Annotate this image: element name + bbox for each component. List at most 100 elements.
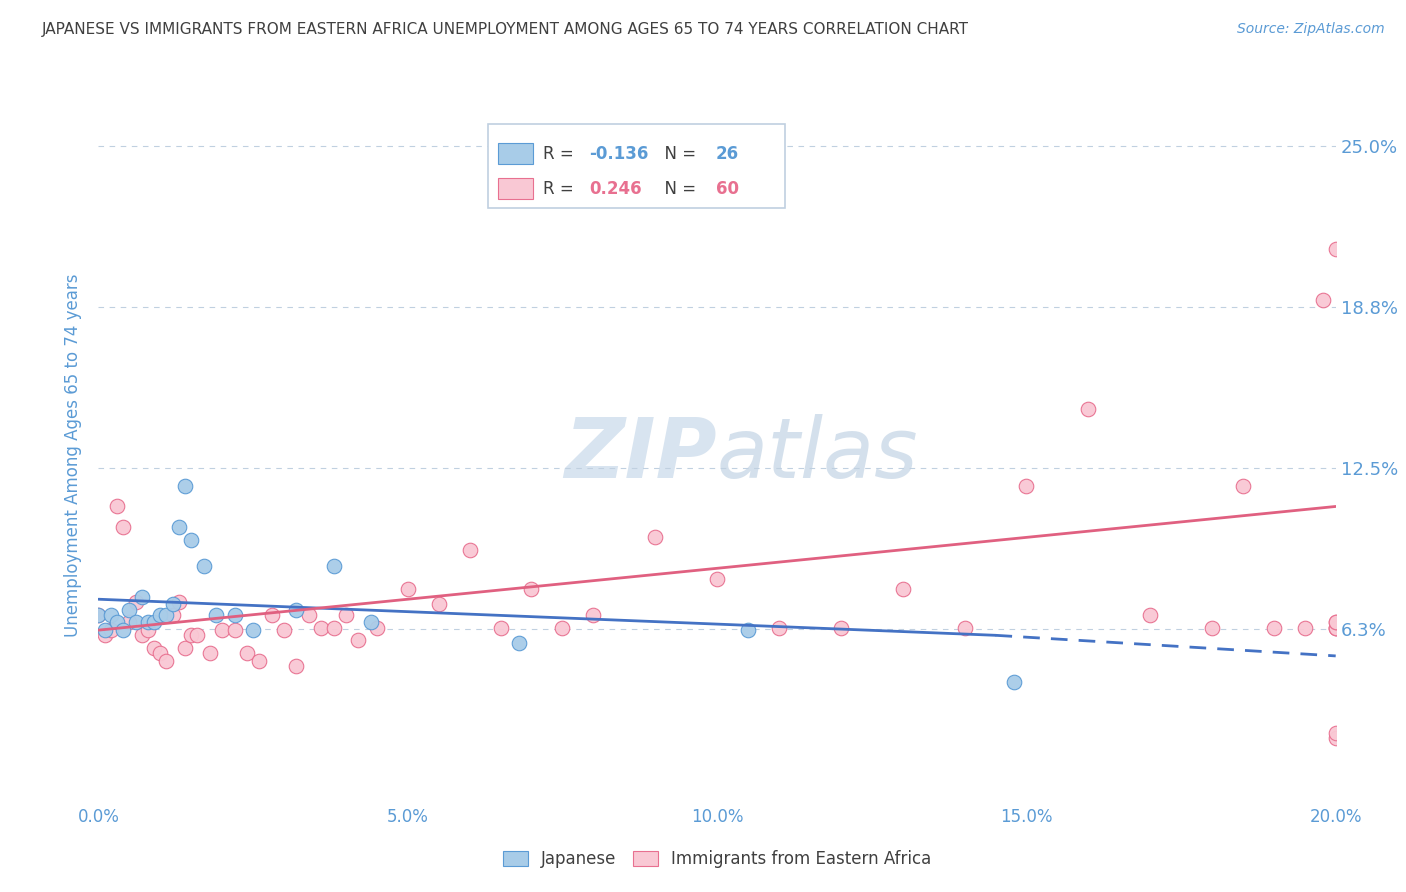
Point xyxy=(162,607,184,622)
Point xyxy=(489,621,512,635)
Point xyxy=(347,633,370,648)
FancyBboxPatch shape xyxy=(488,124,785,208)
Point xyxy=(520,582,543,596)
Point xyxy=(205,607,228,622)
Point xyxy=(186,628,208,642)
Legend: Japanese, Immigrants from Eastern Africa: Japanese, Immigrants from Eastern Africa xyxy=(496,843,938,874)
Point xyxy=(458,543,481,558)
Point xyxy=(93,628,115,642)
Point xyxy=(360,615,382,630)
Text: R =: R = xyxy=(543,180,579,198)
Point xyxy=(706,572,728,586)
Point xyxy=(131,590,153,604)
Point xyxy=(768,621,790,635)
Point xyxy=(180,533,202,547)
Point xyxy=(105,615,128,630)
Point xyxy=(644,530,666,544)
Point xyxy=(155,654,177,668)
Point xyxy=(87,607,110,622)
Point xyxy=(1139,607,1161,622)
FancyBboxPatch shape xyxy=(498,144,533,164)
Point xyxy=(118,615,141,630)
Point xyxy=(309,621,332,635)
Point xyxy=(1324,615,1347,630)
Text: 26: 26 xyxy=(716,145,740,163)
Point xyxy=(1324,726,1347,740)
Point xyxy=(87,607,110,622)
Point xyxy=(1324,621,1347,635)
Point xyxy=(322,558,344,573)
Point xyxy=(224,607,246,622)
Point xyxy=(582,607,605,622)
Point xyxy=(737,623,759,637)
Text: R =: R = xyxy=(543,145,579,163)
Point xyxy=(167,520,190,534)
Point xyxy=(1312,293,1334,308)
Point xyxy=(236,646,259,660)
Point xyxy=(891,582,914,596)
Point xyxy=(162,598,184,612)
Point xyxy=(198,646,221,660)
Point xyxy=(193,558,215,573)
Point xyxy=(180,628,202,642)
Text: Source: ZipAtlas.com: Source: ZipAtlas.com xyxy=(1237,22,1385,37)
Point xyxy=(260,607,283,622)
Point xyxy=(112,623,135,637)
Point xyxy=(1002,674,1025,689)
Point xyxy=(1324,731,1347,746)
Point xyxy=(830,621,852,635)
Point xyxy=(1324,615,1347,630)
Point xyxy=(155,607,177,622)
FancyBboxPatch shape xyxy=(498,178,533,199)
Point xyxy=(551,621,574,635)
Text: N =: N = xyxy=(654,180,702,198)
Y-axis label: Unemployment Among Ages 65 to 74 years: Unemployment Among Ages 65 to 74 years xyxy=(65,273,83,637)
Point xyxy=(242,623,264,637)
Point xyxy=(366,621,388,635)
Point xyxy=(1324,621,1347,635)
Text: ZIP: ZIP xyxy=(564,415,717,495)
Point xyxy=(427,598,450,612)
Point xyxy=(285,659,308,673)
Point xyxy=(143,641,166,656)
Text: -0.136: -0.136 xyxy=(589,145,650,163)
Text: 60: 60 xyxy=(716,180,738,198)
Text: N =: N = xyxy=(654,145,702,163)
Point xyxy=(298,607,321,622)
Point xyxy=(149,646,172,660)
Point xyxy=(247,654,270,668)
Point xyxy=(1324,621,1347,635)
Point xyxy=(335,607,357,622)
Point xyxy=(953,621,976,635)
Point xyxy=(149,607,172,622)
Point xyxy=(508,636,530,650)
Point xyxy=(167,595,190,609)
Point xyxy=(124,595,146,609)
Point xyxy=(396,582,419,596)
Point xyxy=(136,615,159,630)
Point xyxy=(105,500,128,514)
Point xyxy=(1324,242,1347,256)
Point xyxy=(174,641,197,656)
Point xyxy=(1263,621,1285,635)
Point xyxy=(224,623,246,637)
Text: 0.246: 0.246 xyxy=(589,180,643,198)
Point xyxy=(285,602,308,616)
Point xyxy=(100,607,122,622)
Point xyxy=(273,623,295,637)
Point xyxy=(322,621,344,635)
Point xyxy=(136,623,159,637)
Point xyxy=(1201,621,1223,635)
Point xyxy=(124,615,146,630)
Text: JAPANESE VS IMMIGRANTS FROM EASTERN AFRICA UNEMPLOYMENT AMONG AGES 65 TO 74 YEAR: JAPANESE VS IMMIGRANTS FROM EASTERN AFRI… xyxy=(42,22,969,37)
Point xyxy=(174,479,197,493)
Text: atlas: atlas xyxy=(717,415,918,495)
Point xyxy=(93,623,115,637)
Point xyxy=(100,623,122,637)
Point xyxy=(143,615,166,630)
Point xyxy=(1077,401,1099,416)
Point xyxy=(1015,479,1038,493)
Point xyxy=(211,623,233,637)
Point xyxy=(1294,621,1316,635)
Point xyxy=(118,602,141,616)
